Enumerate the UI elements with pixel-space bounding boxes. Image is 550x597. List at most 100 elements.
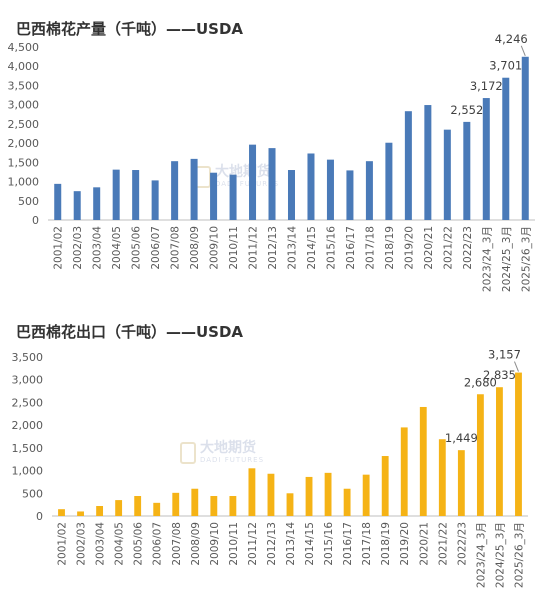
- x-tick-label: 2022/23: [456, 522, 468, 566]
- bar: [419, 406, 427, 516]
- x-tick-label: 2009/10: [209, 522, 221, 566]
- chart-title: 巴西棉花出口（千吨）——USDA: [16, 323, 244, 341]
- x-tick-label: 2023/24_3月: [475, 522, 487, 588]
- bar: [229, 496, 237, 516]
- export-chart-plot: 0 500 1,000 1,500 2,000 2,500 3,000 3,500 2001/0…: [12, 348, 528, 588]
- x-tick-label: 2002/03: [76, 522, 88, 566]
- bar: [286, 493, 294, 516]
- bar: [476, 394, 484, 516]
- bar: [521, 56, 529, 221]
- bar: [96, 506, 104, 516]
- y-tick-label: 2,500: [8, 118, 40, 131]
- bar: [404, 111, 412, 220]
- bar: [248, 468, 256, 516]
- x-tick-label: 2013/14: [287, 226, 299, 270]
- x-tick-label: 2010/11: [228, 522, 240, 566]
- y-tick-label: 4,000: [8, 60, 40, 73]
- x-tick-label: 2001/02: [53, 226, 65, 270]
- bar: [324, 472, 332, 516]
- bar: [346, 170, 354, 220]
- bar: [151, 180, 159, 220]
- y-tick-label: 1,500: [8, 156, 40, 169]
- x-tick-label: 2023/24_3月: [481, 226, 493, 292]
- y-tick-label: 3,500: [8, 79, 40, 92]
- x-tick-label: 2018/19: [384, 226, 396, 270]
- data-label: 3,157: [488, 348, 521, 362]
- y-tick-label: 2,000: [8, 137, 40, 150]
- bar: [112, 169, 120, 220]
- bar: [73, 191, 81, 220]
- x-tick-label: 2019/20: [399, 522, 411, 566]
- data-label: 4,246: [495, 32, 528, 46]
- bar: [287, 170, 295, 220]
- data-label: 3,701: [489, 59, 522, 73]
- x-tick-label: 2013/14: [285, 522, 297, 566]
- bar: [515, 372, 522, 516]
- x-tick-label: 2016/17: [342, 522, 354, 566]
- y-tick-label: 0: [36, 510, 43, 523]
- bar: [365, 161, 373, 220]
- x-tick-label: 2018/19: [380, 522, 392, 566]
- x-tick-label: 2025/26_3月: [513, 522, 525, 588]
- x-tick-label: 2025/26_3月: [520, 226, 532, 292]
- bar: [210, 496, 218, 516]
- bar: [463, 121, 471, 220]
- bar: [268, 148, 276, 220]
- x-tick-label: 2005/06: [133, 522, 145, 566]
- y-tick-label: 4,500: [8, 41, 40, 54]
- bar: [482, 98, 490, 220]
- production-chart: 巴西棉花产量（千吨）——USDA 大地期货 DADI FUTURES 0 500 1…: [0, 0, 550, 298]
- x-tick-label: 2008/09: [190, 522, 202, 566]
- export-chart: 巴西棉花出口（千吨）——USDA 大地期货 DADI FUTURES 0 500 1…: [0, 298, 550, 597]
- x-tick-label: 2024/25_3月: [501, 226, 513, 292]
- y-tick-label: 1,000: [12, 465, 44, 478]
- bar: [385, 142, 393, 220]
- bar: [496, 387, 503, 516]
- x-tick-label: 2024/25_3月: [494, 522, 506, 588]
- bar: [502, 77, 510, 220]
- bar: [381, 456, 389, 516]
- y-tick-label: 3,000: [8, 99, 40, 112]
- bar: [191, 488, 199, 516]
- bar: [134, 496, 142, 516]
- x-tick-label: 2007/08: [171, 522, 183, 566]
- bar: [443, 129, 451, 220]
- y-tick-label: 2,500: [12, 396, 44, 409]
- leader-line: [514, 361, 519, 372]
- bar: [153, 502, 161, 516]
- x-tick-label: 2007/08: [170, 226, 182, 270]
- bar: [190, 158, 198, 220]
- x-tick-label: 2015/16: [323, 522, 335, 566]
- x-tick-label: 2006/07: [150, 226, 162, 270]
- leader-line: [520, 45, 526, 56]
- y-tick-label: 3,500: [12, 351, 44, 364]
- bar: [93, 187, 101, 220]
- bar: [267, 473, 275, 516]
- data-label: 2,680: [464, 375, 497, 389]
- x-tick-label: 2017/18: [361, 522, 373, 566]
- bar: [400, 427, 408, 516]
- bar: [326, 159, 334, 220]
- bar: [54, 183, 62, 220]
- data-label: 3,172: [470, 79, 503, 93]
- x-tick-label: 2020/21: [418, 522, 430, 566]
- data-label: 1,449: [445, 431, 478, 445]
- x-tick-label: 2008/09: [189, 226, 201, 270]
- x-tick-label: 2006/07: [152, 522, 164, 566]
- x-tick-label: 2017/18: [364, 226, 376, 270]
- bar: [362, 474, 370, 516]
- x-tick-label: 2012/13: [267, 226, 279, 270]
- bar: [424, 105, 432, 220]
- bar: [305, 476, 313, 516]
- x-tick-label: 2001/02: [57, 522, 69, 566]
- bar: [77, 511, 84, 516]
- x-tick-label: 2021/22: [442, 226, 454, 270]
- bar: [438, 439, 446, 516]
- bar: [115, 500, 123, 516]
- bar: [172, 492, 180, 516]
- bar: [343, 488, 351, 516]
- x-tick-label: 2019/20: [403, 226, 415, 270]
- y-tick-label: 500: [18, 195, 39, 208]
- bar: [249, 144, 257, 220]
